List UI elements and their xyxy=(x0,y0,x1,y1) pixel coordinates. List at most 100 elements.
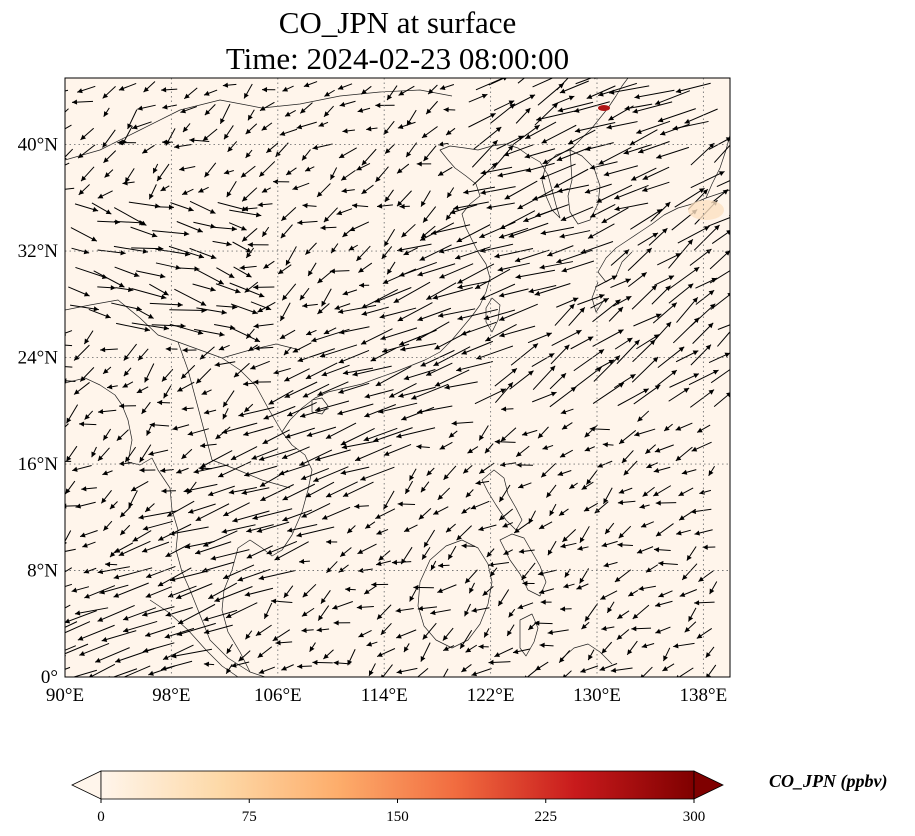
lon-tick-label: 90°E xyxy=(46,685,84,706)
wind-arrow xyxy=(636,120,671,134)
wind-arrow xyxy=(514,249,550,263)
wind-arrow xyxy=(483,309,516,321)
wind-arrow xyxy=(230,327,261,343)
wind-arrow xyxy=(642,166,670,180)
wind-arrow xyxy=(646,462,658,469)
wind-arrow xyxy=(359,282,370,288)
wind-arrow xyxy=(174,143,192,149)
wind-arrow xyxy=(165,543,191,558)
wind-arrow xyxy=(131,288,167,300)
wind-arrow xyxy=(403,643,410,653)
wind-arrow xyxy=(70,227,98,242)
wind-arrow xyxy=(261,226,270,238)
wind-arrow xyxy=(116,322,151,332)
wind-arrow xyxy=(65,604,71,609)
wind-arrow xyxy=(155,248,191,257)
wind-arrow xyxy=(162,644,194,660)
wind-arrow xyxy=(345,586,356,593)
wind-arrow xyxy=(216,267,235,279)
wind-arrow xyxy=(277,264,292,275)
wind-arrow xyxy=(608,85,650,95)
wind-arrow xyxy=(396,163,410,174)
wind-arrow xyxy=(439,441,453,450)
wind-arrow xyxy=(258,161,276,178)
wind-arrow xyxy=(540,226,575,236)
wind-arrow xyxy=(358,630,372,638)
wind-vectors xyxy=(65,78,730,677)
wind-arrow xyxy=(437,308,476,318)
wind-arrow xyxy=(380,623,392,636)
wind-arrow xyxy=(323,327,337,335)
wind-arrow xyxy=(342,367,374,376)
wind-arrow xyxy=(103,150,117,164)
wind-arrow xyxy=(581,621,590,630)
wind-arrow xyxy=(426,467,435,476)
wind-arrow xyxy=(332,601,353,610)
wind-arrow xyxy=(239,264,257,271)
wind-arrow xyxy=(104,169,114,178)
wind-arrow xyxy=(616,339,640,365)
wind-arrow xyxy=(65,445,78,462)
wind-arrow xyxy=(356,245,371,262)
wind-arrow xyxy=(617,542,633,548)
wind-arrow xyxy=(176,221,203,233)
wind-arrow xyxy=(219,103,231,125)
wind-arrow xyxy=(494,248,534,259)
wind-arrow xyxy=(398,261,437,277)
wind-arrow xyxy=(695,289,715,305)
wind-arrow xyxy=(509,94,536,109)
wind-arrow xyxy=(201,561,235,573)
wind-arrow xyxy=(296,121,317,130)
wind-arrow xyxy=(439,84,455,90)
wind-arrow xyxy=(614,337,633,350)
wind-arrow xyxy=(569,482,578,490)
wind-arrow xyxy=(438,562,450,569)
wind-arrow xyxy=(456,525,472,541)
wind-arrow xyxy=(303,81,318,88)
wind-arrow xyxy=(261,122,273,131)
wind-arrow xyxy=(65,89,69,92)
wind-arrow xyxy=(535,661,549,671)
wind-arrow xyxy=(306,426,337,438)
map-title-variable: CO_JPN at surface xyxy=(278,5,517,40)
lat-tick-label: 0° xyxy=(41,667,58,688)
wind-arrow xyxy=(461,506,471,514)
wind-arrow xyxy=(677,225,710,244)
wind-arrow xyxy=(66,404,79,424)
wind-arrow xyxy=(65,583,73,588)
wind-arrow xyxy=(584,446,595,452)
wind-arrow xyxy=(420,349,455,367)
wind-arrow xyxy=(417,263,456,277)
wind-arrow xyxy=(617,388,650,407)
wind-arrow xyxy=(396,427,436,439)
wind-arrow xyxy=(225,602,258,619)
wind-arrow xyxy=(65,480,76,495)
wind-arrow xyxy=(78,184,90,196)
wind-arrow xyxy=(645,564,659,573)
wind-arrow xyxy=(408,468,417,481)
wind-arrow xyxy=(338,349,370,364)
wind-arrow xyxy=(422,206,437,223)
wind-arrow xyxy=(631,284,658,310)
wind-arrow xyxy=(692,322,714,344)
wind-arrow xyxy=(404,480,414,495)
wind-arrow xyxy=(200,450,233,468)
wind-arrow xyxy=(416,161,432,167)
wind-arrow xyxy=(223,125,234,140)
wind-arrow xyxy=(421,126,438,139)
wind-arrow xyxy=(397,302,433,322)
wind-arrow xyxy=(628,589,639,597)
wind-arrow xyxy=(113,582,149,598)
wind-arrow xyxy=(77,624,115,641)
wind-arrow xyxy=(330,167,338,180)
wind-arrow xyxy=(524,148,556,159)
wind-arrow xyxy=(573,348,605,372)
wind-arrow xyxy=(556,249,593,264)
wind-arrow xyxy=(482,586,494,597)
wind-arrow xyxy=(600,590,618,600)
wind-arrow xyxy=(131,121,152,130)
wind-arrow xyxy=(540,462,557,478)
wind-arrow xyxy=(143,81,156,93)
wind-arrow xyxy=(157,399,171,406)
wind-arrow xyxy=(462,465,473,474)
